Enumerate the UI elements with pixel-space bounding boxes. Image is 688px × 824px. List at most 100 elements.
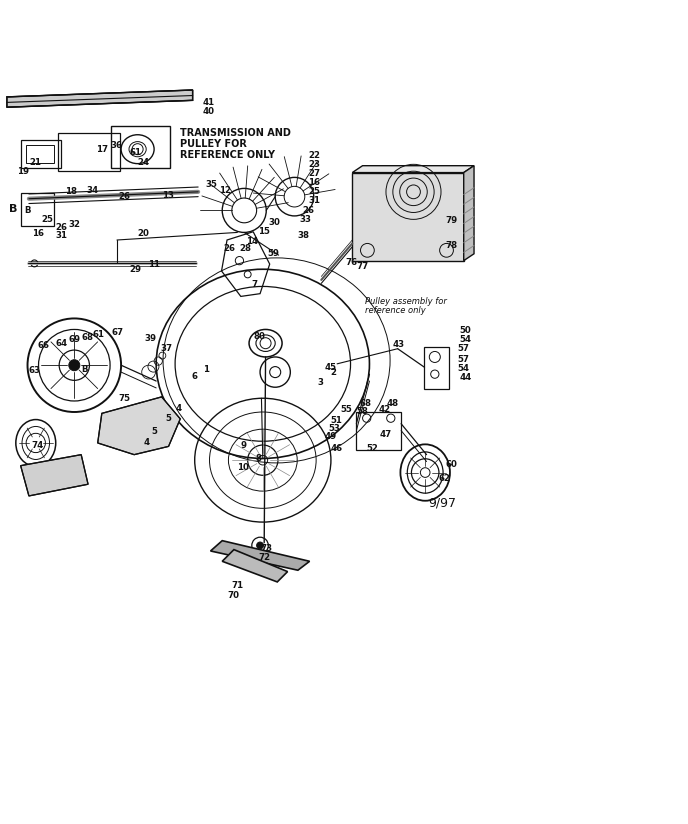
Text: 14: 14 [246, 236, 259, 246]
Text: 48: 48 [387, 399, 399, 408]
Text: REFERENCE ONLY: REFERENCE ONLY [180, 150, 275, 161]
Text: 46: 46 [330, 444, 343, 453]
Text: 51: 51 [330, 416, 342, 425]
Text: 39: 39 [144, 334, 156, 343]
Text: 26: 26 [224, 245, 235, 254]
Text: 63: 63 [29, 366, 41, 375]
Polygon shape [98, 397, 180, 455]
Text: B: B [81, 365, 87, 374]
Text: 6: 6 [191, 372, 197, 382]
Text: 66: 66 [38, 341, 50, 349]
Text: 22: 22 [308, 151, 320, 160]
Text: 79: 79 [446, 216, 458, 225]
Text: 80: 80 [253, 332, 265, 341]
Text: 68: 68 [81, 333, 93, 342]
Polygon shape [352, 166, 474, 172]
Text: PULLEY FOR: PULLEY FOR [180, 139, 247, 149]
Text: 13: 13 [162, 191, 173, 199]
Text: 4: 4 [175, 404, 182, 413]
Text: 5: 5 [151, 427, 158, 436]
Text: 50: 50 [460, 326, 471, 335]
Text: 72: 72 [259, 554, 271, 562]
Text: 12: 12 [219, 186, 230, 195]
Polygon shape [211, 541, 310, 570]
Text: Pulley assembly for: Pulley assembly for [365, 297, 447, 307]
Polygon shape [352, 172, 464, 260]
Text: 45: 45 [325, 363, 336, 372]
Text: 20: 20 [138, 228, 149, 237]
Text: 11: 11 [148, 260, 160, 269]
Text: 5: 5 [165, 414, 171, 424]
Text: 37: 37 [160, 344, 173, 353]
Text: 57: 57 [458, 344, 469, 353]
Text: 30: 30 [268, 218, 280, 227]
Text: 7: 7 [251, 280, 257, 289]
Text: 2: 2 [330, 368, 336, 377]
Text: TRANSMISSION AND: TRANSMISSION AND [180, 129, 291, 138]
Polygon shape [7, 90, 193, 107]
Text: 29: 29 [129, 265, 141, 274]
Text: 26: 26 [303, 206, 314, 215]
Text: 33: 33 [299, 215, 311, 224]
Text: 17: 17 [96, 145, 109, 154]
Text: 73: 73 [260, 544, 272, 553]
Text: 18: 18 [65, 187, 77, 196]
Text: 31: 31 [55, 231, 67, 240]
Text: 53: 53 [328, 424, 340, 433]
Text: 36: 36 [110, 141, 122, 150]
Text: 4: 4 [143, 438, 149, 447]
Text: 76: 76 [345, 258, 358, 267]
Text: 54: 54 [460, 335, 471, 344]
Circle shape [257, 542, 264, 549]
Polygon shape [464, 166, 474, 260]
Text: 38: 38 [297, 231, 309, 240]
Text: 8: 8 [255, 454, 261, 463]
Text: 52: 52 [366, 444, 378, 453]
Text: 40: 40 [203, 107, 215, 116]
Text: 26: 26 [118, 192, 130, 201]
Text: 21: 21 [29, 158, 41, 167]
Text: 27: 27 [308, 169, 321, 178]
Text: 28: 28 [239, 245, 251, 254]
Circle shape [69, 360, 80, 371]
Text: 15: 15 [258, 227, 270, 236]
Text: 43: 43 [392, 340, 405, 349]
Text: 57: 57 [458, 354, 469, 363]
Text: 54: 54 [458, 364, 469, 373]
Text: 77: 77 [356, 262, 369, 270]
Text: 34: 34 [86, 186, 98, 195]
Text: 24: 24 [138, 158, 150, 167]
Text: 55: 55 [341, 405, 352, 414]
Text: 61: 61 [93, 330, 105, 339]
Text: B: B [24, 206, 30, 215]
Text: B: B [9, 204, 17, 214]
Text: 67: 67 [111, 329, 124, 337]
Text: 59: 59 [267, 250, 279, 258]
Text: 9: 9 [241, 441, 247, 450]
Text: 31: 31 [308, 196, 320, 205]
Text: 69: 69 [69, 335, 80, 344]
Text: 1: 1 [203, 365, 209, 374]
Text: 62: 62 [439, 475, 451, 483]
Text: 25: 25 [308, 187, 320, 196]
Polygon shape [21, 455, 88, 496]
Text: 71: 71 [231, 581, 244, 590]
Text: 16: 16 [308, 178, 320, 187]
Text: 75: 75 [118, 394, 130, 403]
Text: 78: 78 [446, 241, 458, 250]
Text: 44: 44 [460, 373, 472, 382]
Text: 60: 60 [446, 461, 458, 470]
Text: 23: 23 [308, 160, 320, 169]
Text: 41: 41 [203, 98, 215, 107]
Text: 35: 35 [205, 180, 217, 190]
Text: 42: 42 [378, 405, 391, 414]
Text: 68: 68 [359, 400, 371, 408]
Text: 25: 25 [41, 215, 53, 224]
Text: 3: 3 [318, 378, 324, 387]
Text: 58: 58 [356, 408, 368, 416]
Text: 47: 47 [380, 429, 392, 438]
Text: 74: 74 [31, 441, 43, 450]
Text: 9/97: 9/97 [428, 496, 456, 509]
Text: 70: 70 [228, 591, 239, 600]
Text: 16: 16 [32, 228, 43, 237]
